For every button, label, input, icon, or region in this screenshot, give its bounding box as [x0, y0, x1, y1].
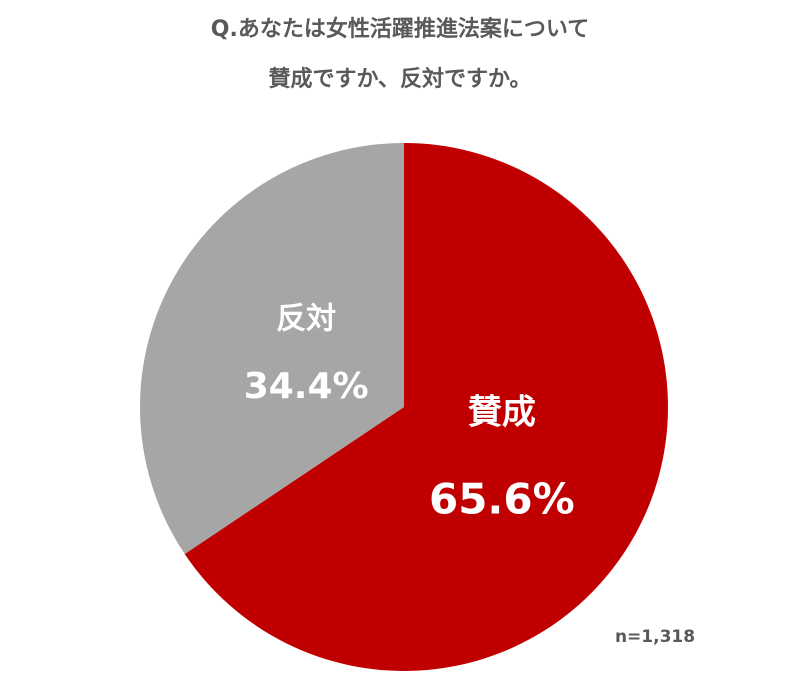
sample-size: n=1,318 [615, 627, 695, 647]
slice-label: 賛成 [468, 393, 536, 433]
slice-value: 34.4% [244, 366, 369, 407]
slice-label: 反対 [276, 301, 336, 336]
pie-slice [140, 143, 405, 555]
slice-value: 65.6% [429, 475, 575, 524]
chart-title: 賛成ですか、反対ですか。 [268, 67, 531, 92]
pie-slice [184, 143, 669, 671]
chart-title: Q.あなたは女性活躍推進法案について [211, 16, 589, 42]
